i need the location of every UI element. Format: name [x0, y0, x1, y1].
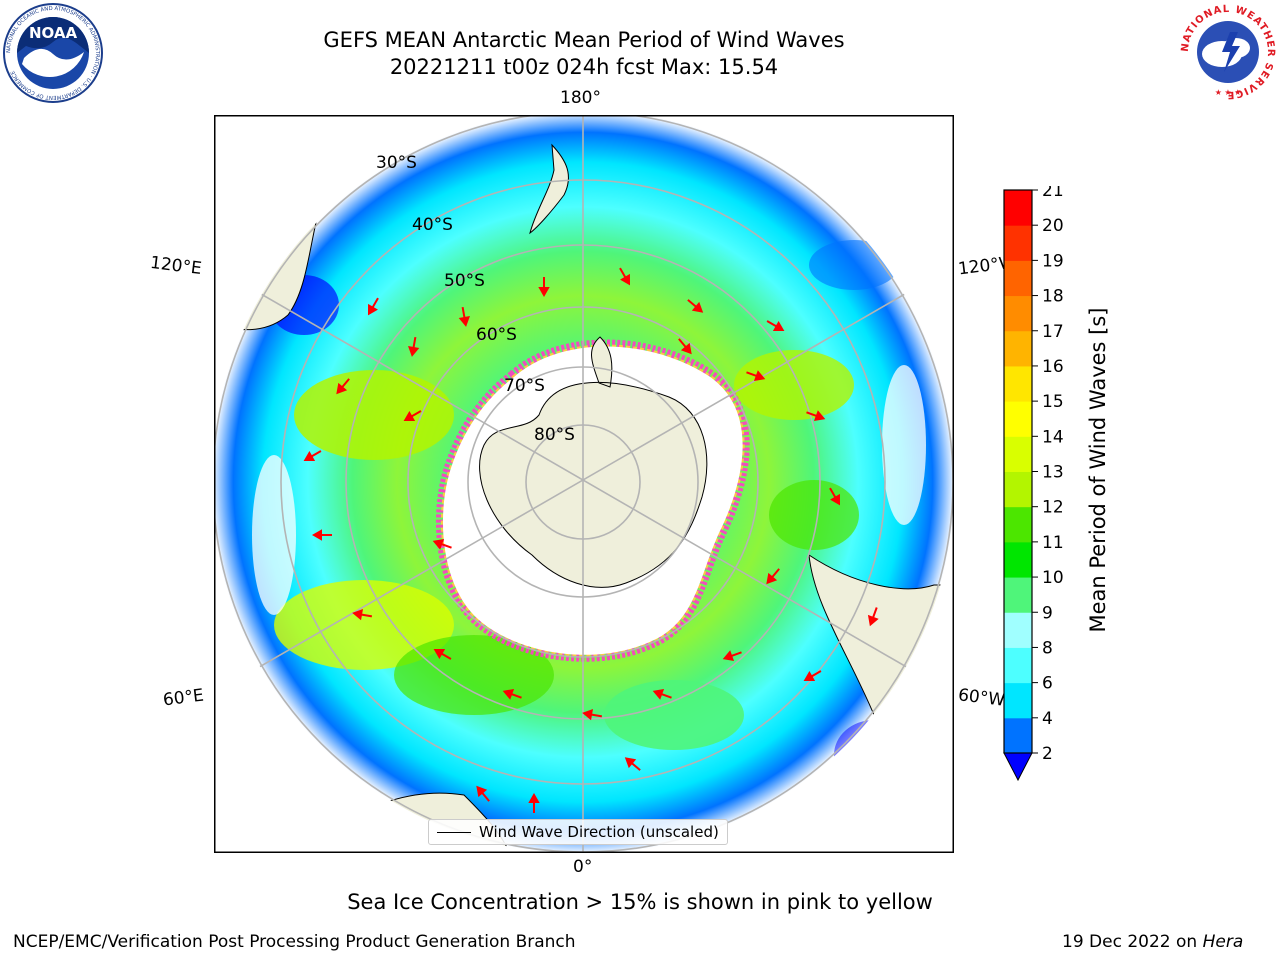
lat-label-80s: 80°S [534, 425, 575, 445]
colorbar-tick-label: 10 [1042, 568, 1064, 588]
lat-label-30s: 30°S [376, 153, 417, 173]
lat-label-70s: 70°S [504, 376, 545, 396]
colorbar-band [1004, 401, 1032, 437]
colorbar-band [1004, 225, 1032, 261]
colorbar-band [1004, 612, 1032, 648]
colorbar-band [1004, 330, 1032, 367]
colorbar-tick-label: 16 [1042, 357, 1064, 377]
colorbar-tick-label: 15 [1042, 392, 1064, 412]
lon-label-180: 180° [560, 88, 601, 108]
colorbar-tick-label: 2 [1042, 744, 1053, 764]
wave-period-patch [294, 370, 454, 460]
new-zealand-land [529, 143, 569, 235]
lon-label-60e: 60°E [161, 685, 205, 711]
credit-text: NCEP/EMC/Verification Post Processing Pr… [13, 932, 576, 952]
wave-period-patch [394, 635, 554, 715]
lat-label-40s: 40°S [412, 215, 453, 235]
colorbar-tick-label: 11 [1042, 533, 1064, 553]
colorbar-tick-label: 8 [1042, 638, 1053, 658]
chart-subtitle: 20221211 t00z 024h fcst Max: 15.54 [389, 55, 779, 79]
colorbar-band [1004, 190, 1032, 226]
no-data-patch [252, 455, 296, 615]
colorbar-tick-label: 6 [1042, 674, 1053, 694]
colorbar-label: Mean Period of Wind Waves [s] [1086, 307, 1110, 633]
antarctic-wave-period-map: 30°S 40°S 50°S 60°S 70°S 80°S [214, 115, 954, 853]
legend-label: Wind Wave Direction (unscaled) [479, 823, 719, 841]
date-text: 19 Dec 2022 on [1062, 932, 1203, 952]
colorbar-extend-arrow [1003, 752, 1033, 782]
colorbar-band [1004, 647, 1032, 684]
map-legend: Wind Wave Direction (unscaled) [428, 819, 728, 845]
colorbar-bands [1004, 190, 1032, 754]
colorbar-band [1004, 717, 1032, 754]
colorbar-tick-label: 4 [1042, 709, 1053, 729]
colorbar-tick-label: 12 [1042, 498, 1064, 518]
colorbar-tick-label: 9 [1042, 603, 1053, 623]
map-border [214, 115, 954, 853]
lon-label-0: 0° [573, 857, 593, 877]
wave-period-patch [734, 350, 854, 420]
colorbar-band [1004, 506, 1032, 543]
colorbar-band [1004, 260, 1032, 297]
colorbar-ticks: 2 4 6 8 9 10 11 12 13 14 15 16 17 18 19 20 21 [1032, 186, 1064, 764]
lat-label-50s: 50°S [444, 271, 485, 291]
lon-label-120e: 120°E [148, 252, 203, 280]
wind-wave-arrows [303, 267, 879, 813]
date-stamp: 19 Dec 2022 on Hera [1062, 932, 1243, 952]
noaa-logo: NATIONAL OCEANIC AND ATMOSPHERIC ADMINIS… [3, 3, 103, 103]
lat-label-60s: 60°S [476, 325, 517, 345]
colorbar-band [1004, 365, 1032, 402]
colorbar-band [1004, 471, 1032, 508]
colorbar-band [1004, 436, 1032, 472]
colorbar-tick-label: 19 [1042, 251, 1064, 271]
colorbar-band [1004, 541, 1032, 578]
sea-ice-note: Sea Ice Concentration > 15% is shown in … [347, 890, 933, 914]
colorbar-tick-label: 14 [1042, 427, 1064, 447]
antarctica-land [479, 336, 708, 588]
lon-label-60w: 60°W [956, 685, 1006, 711]
wave-period-patch [604, 680, 744, 750]
colorbar-tick-label: 13 [1042, 463, 1064, 483]
no-data-patch [882, 365, 926, 525]
svg-text:★ ★ ★: ★ ★ ★ [1215, 88, 1242, 97]
colorbar-band [1004, 577, 1032, 613]
colorbar-band [1004, 682, 1032, 719]
colorbar-tick-label: 21 [1042, 186, 1064, 201]
svg-text:NOAA: NOAA [29, 24, 78, 42]
colorbar-tick-label: 20 [1042, 216, 1064, 236]
colorbar-band [1004, 295, 1032, 332]
colorbar: 2 4 6 8 9 10 11 12 13 14 15 16 17 18 19 20 21 [1003, 186, 1064, 782]
wave-period-patch [274, 580, 454, 670]
colorbar-tick-label: 17 [1042, 322, 1064, 342]
colorbar-tick-label: 18 [1042, 287, 1064, 307]
legend-line-swatch [437, 831, 471, 833]
chart-title: GEFS MEAN Antarctic Mean Period of Wind … [323, 28, 845, 52]
wave-period-patch [769, 480, 859, 550]
nws-logo: NATIONAL WEATHER SERVICE ★ ★ ★ [1180, 4, 1276, 100]
host-name: Hera [1202, 932, 1244, 952]
